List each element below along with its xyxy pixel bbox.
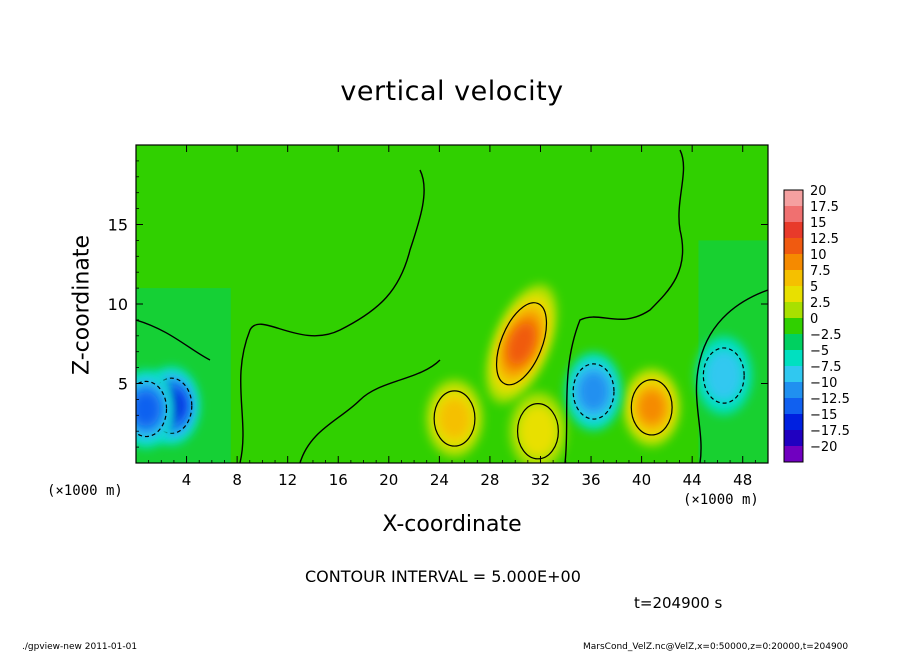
colorbar-label-1: 17.5 bbox=[810, 200, 839, 215]
colorbar-swatch-0 bbox=[784, 190, 803, 207]
y-tick-label-2: 15 bbox=[108, 216, 128, 235]
colorbar-label-10: −5 bbox=[810, 344, 829, 359]
y-tick-label-0: 5 bbox=[118, 375, 128, 394]
colorbar-swatch-1 bbox=[784, 206, 803, 223]
colorbar-label-14: −15 bbox=[810, 408, 837, 423]
colorbar: 2017.51512.5107.552.50−2.5−5−7.5−10−12.5… bbox=[783, 184, 850, 463]
colorbar-label-11: −7.5 bbox=[810, 360, 842, 375]
colorbar-label-2: 15 bbox=[810, 216, 827, 231]
colorbar-swatch-9 bbox=[784, 334, 803, 351]
x-tick-label-3: 16 bbox=[329, 471, 348, 489]
y-axis-label: Z-coordinate bbox=[69, 235, 95, 375]
footer-variable-label: MarsCond_VelZ.nc@VelZ,x=0:50000,z=0:2000… bbox=[583, 642, 849, 652]
x-tick-label-7: 32 bbox=[531, 471, 550, 489]
x-unit-label-left: (×1000 m) bbox=[47, 483, 123, 499]
colorbar-label-8: 0 bbox=[810, 312, 818, 327]
colorbar-swatch-8 bbox=[784, 318, 803, 335]
contour-feature-4 bbox=[150, 377, 193, 434]
contour-feature-7 bbox=[702, 347, 745, 404]
x-tick-label-6: 28 bbox=[480, 471, 499, 489]
colorbar-swatch-11 bbox=[784, 366, 803, 383]
colorbar-swatch-14 bbox=[784, 414, 803, 431]
y-axis: 5 10 15 bbox=[108, 160, 768, 448]
colorbar-label-7: 2.5 bbox=[810, 296, 831, 311]
x-tick-label-2: 12 bbox=[278, 471, 297, 489]
x-tick-label-4: 20 bbox=[379, 471, 398, 489]
colorbar-label-0: 20 bbox=[810, 184, 827, 199]
contour-feature-5 bbox=[136, 380, 168, 438]
zero-contour-0 bbox=[239, 169, 425, 463]
colorbar-swatch-6 bbox=[784, 286, 803, 303]
contour-feature-3 bbox=[516, 403, 559, 460]
colorbar-swatch-5 bbox=[784, 270, 803, 287]
colorbar-swatch-2 bbox=[784, 222, 803, 239]
footer-program-label: ./gpview-new 2011-01-01 bbox=[22, 642, 138, 652]
field-feature-7-level-1 bbox=[704, 349, 743, 402]
y-tick-label-1: 10 bbox=[108, 295, 128, 314]
colorbar-label-13: −12.5 bbox=[810, 392, 850, 407]
x-tick-label-10: 44 bbox=[683, 471, 702, 489]
colorbar-swatch-10 bbox=[784, 350, 803, 367]
zero-contour-4 bbox=[136, 319, 211, 361]
field-feature-2-level-3 bbox=[638, 390, 666, 425]
colorbar-swatch-16 bbox=[784, 446, 803, 463]
x-tick-label-9: 40 bbox=[632, 471, 651, 489]
x-unit-label-right: (×1000 m) bbox=[683, 492, 759, 508]
colorbar-label-4: 10 bbox=[810, 248, 827, 263]
plot-area bbox=[135, 144, 769, 464]
colorbar-swatch-12 bbox=[784, 382, 803, 399]
x-axis: 4 8 12 16 20 24 28 32 36 40 44 48 bbox=[148, 145, 756, 489]
field-feature-6-level-2 bbox=[578, 371, 609, 412]
field-feature-1-level-2 bbox=[439, 398, 470, 439]
colorbar-label-15: −17.5 bbox=[810, 424, 850, 439]
chart-title: vertical velocity bbox=[340, 76, 564, 107]
contour-feature-6 bbox=[572, 363, 615, 420]
colorbar-label-12: −10 bbox=[810, 376, 837, 391]
x-tick-label-11: 48 bbox=[733, 471, 752, 489]
x-axis-label: X-coordinate bbox=[382, 512, 522, 537]
x-tick-label-5: 24 bbox=[430, 471, 449, 489]
contour-interval-note: CONTOUR INTERVAL = 5.000E+00 bbox=[305, 567, 581, 586]
contour-feature-1 bbox=[433, 390, 476, 447]
field-feature-5-level-3 bbox=[136, 391, 160, 426]
colorbar-swatch-3 bbox=[784, 238, 803, 255]
colorbar-swatch-7 bbox=[784, 302, 803, 319]
colorbar-label-3: 12.5 bbox=[810, 232, 839, 247]
colorbar-swatch-15 bbox=[784, 430, 803, 447]
colorbar-label-5: 7.5 bbox=[810, 264, 831, 279]
x-tick-label-1: 8 bbox=[232, 471, 242, 489]
zero-contour-1 bbox=[299, 359, 441, 463]
field-feature-0-level-4 bbox=[507, 323, 536, 365]
contour-feature-0 bbox=[495, 302, 548, 386]
colorbar-label-16: −20 bbox=[810, 440, 837, 455]
colorbar-swatch-13 bbox=[784, 398, 803, 415]
x-tick-label-0: 4 bbox=[182, 471, 192, 489]
colorbar-label-6: 5 bbox=[810, 280, 818, 295]
field-feature-3-level-1 bbox=[518, 405, 558, 458]
colorbar-label-9: −2.5 bbox=[810, 328, 842, 343]
zero-contour-3 bbox=[695, 289, 768, 463]
time-label: t=204900 s bbox=[634, 594, 723, 612]
contour-feature-2 bbox=[630, 379, 673, 436]
colorbar-swatch-4 bbox=[784, 254, 803, 271]
x-tick-label-8: 36 bbox=[581, 471, 600, 489]
colorbar-frame bbox=[783, 189, 804, 463]
zero-contour-2 bbox=[564, 149, 685, 463]
